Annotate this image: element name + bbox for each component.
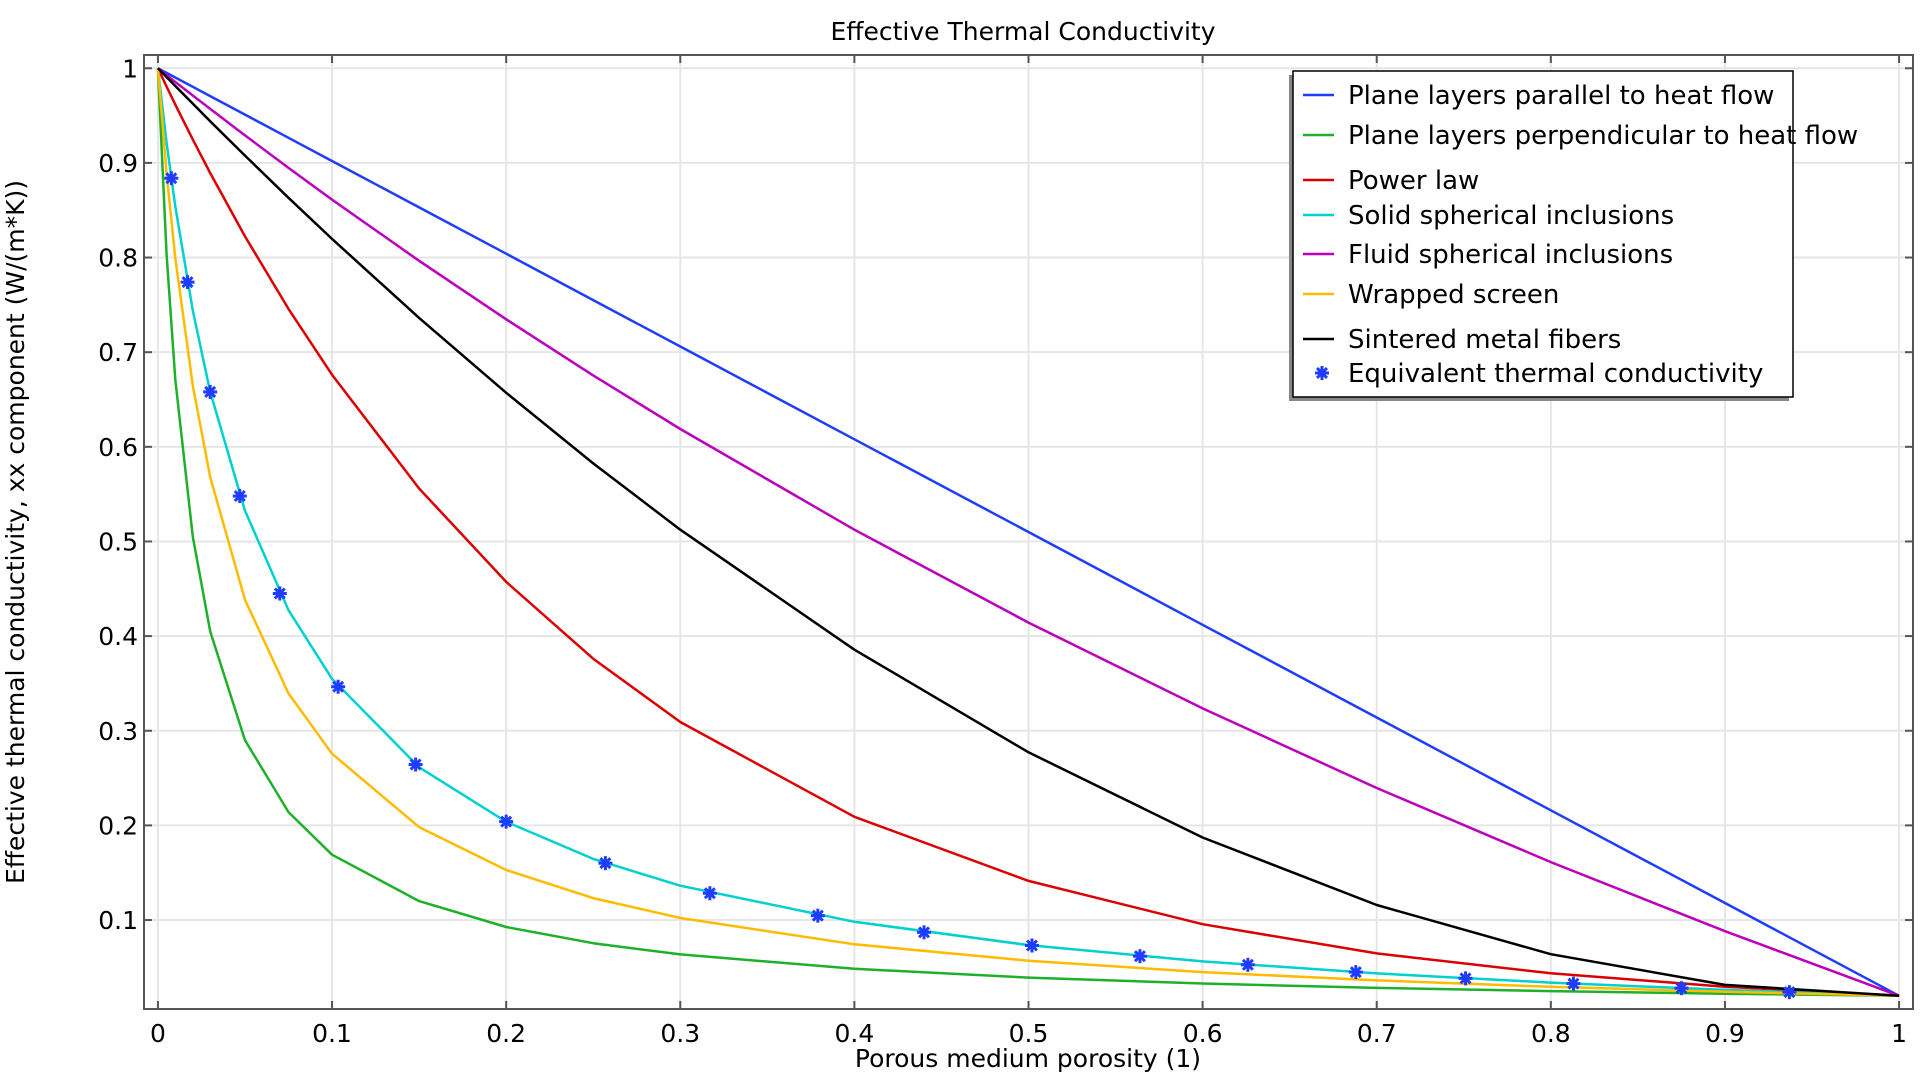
data-marker — [1132, 949, 1147, 964]
x-tick-label: 0.4 — [835, 1019, 875, 1048]
y-tick-label: 0.6 — [98, 433, 138, 462]
legend-label-1: Plane layers perpendicular to heat flow — [1348, 121, 1858, 151]
data-marker — [499, 814, 514, 829]
series-line-4 — [157, 67, 1900, 997]
y-tick-label: 0.3 — [98, 717, 138, 746]
marker-stroke — [409, 758, 422, 771]
y-tick-label: 0.4 — [98, 622, 138, 651]
data-marker — [1674, 981, 1689, 996]
marker-stroke — [204, 385, 217, 398]
marker-stroke — [1783, 986, 1796, 999]
series-line-5 — [156, 68, 1900, 998]
marker-stroke — [1349, 966, 1362, 979]
legend-label-markers: Equivalent thermal conductivity — [1348, 359, 1763, 389]
data-marker — [1348, 965, 1363, 980]
y-tick-label: 0.1 — [98, 906, 138, 935]
data-marker — [1458, 971, 1473, 986]
x-tick-label: 0.3 — [660, 1019, 700, 1048]
y-tick-label: 0.8 — [98, 244, 138, 273]
y-tick-label: 0.5 — [98, 527, 138, 556]
legend-box — [1292, 70, 1794, 398]
y-axis-label: Effective thermal conductivity, xx compo… — [1, 180, 30, 884]
data-marker — [598, 856, 613, 871]
x-tick-label: 0.5 — [1009, 1019, 1049, 1048]
series-line-6 — [157, 67, 1900, 998]
marker-stroke — [1567, 977, 1580, 990]
data-marker — [1782, 985, 1797, 1000]
legend-marker-icon — [1315, 366, 1329, 380]
marker-stroke — [1241, 958, 1254, 971]
legend-label-3: Solid spherical inclusions — [1348, 201, 1674, 231]
legend-label-4: Fluid spherical inclusions — [1348, 240, 1673, 270]
data-marker — [272, 586, 287, 601]
marker-stroke — [1675, 982, 1688, 995]
data-marker — [917, 925, 932, 940]
marker-stroke — [1133, 950, 1146, 963]
grid — [144, 55, 1913, 1009]
x-tick-label: 0.1 — [312, 1019, 352, 1048]
x-axis-label: Porous medium porosity (1) — [855, 1044, 1201, 1073]
series-line-2 — [156, 67, 1900, 998]
legend-label-0: Plane layers parallel to heat flow — [1348, 81, 1774, 111]
data-marker — [1566, 976, 1581, 991]
legend-label-2: Power law — [1348, 166, 1479, 196]
data-marker — [702, 886, 717, 901]
marker-stroke — [918, 926, 931, 939]
marker-stroke — [332, 680, 345, 693]
markers-group — [164, 171, 1797, 1000]
y-tick-label: 0.9 — [98, 149, 138, 178]
x-tick-label: 1 — [1891, 1019, 1907, 1048]
marker-stroke — [1315, 366, 1329, 380]
marker-stroke — [1459, 972, 1472, 985]
x-tick-label: 0.8 — [1531, 1019, 1571, 1048]
x-tick-label: 0.7 — [1357, 1019, 1397, 1048]
data-marker — [180, 275, 195, 290]
data-marker — [164, 171, 179, 186]
y-tick-label: 1 — [122, 54, 138, 83]
y-tick-label: 0.7 — [98, 338, 138, 367]
x-tick-label: 0.6 — [1183, 1019, 1223, 1048]
x-tick-label: 0.9 — [1705, 1019, 1745, 1048]
marker-stroke — [273, 587, 286, 600]
ticks: 0 0.1 0.2 0.3 0.4 0.5 0.6 0.7 0.8 0.9 1 0.1 0.2 0.3 0.… — [98, 54, 1913, 1048]
data-marker — [1240, 957, 1255, 972]
series-line-0 — [157, 67, 1900, 997]
data-marker — [331, 679, 346, 694]
legend-label-6: Sintered metal fibers — [1348, 325, 1621, 355]
marker-stroke — [181, 276, 194, 289]
data-marker — [810, 908, 825, 923]
marker-stroke — [1025, 939, 1038, 952]
x-tick-label: 0.2 — [486, 1019, 526, 1048]
data-marker — [203, 384, 218, 399]
series-line-1 — [156, 68, 1900, 998]
x-tick-label: 0 — [150, 1019, 166, 1048]
y-tick-label: 0.2 — [98, 811, 138, 840]
marker-stroke — [165, 172, 178, 185]
marker-stroke — [811, 909, 824, 922]
marker-stroke — [703, 887, 716, 900]
data-marker — [408, 757, 423, 772]
marker-stroke — [233, 490, 246, 503]
marker-stroke — [500, 815, 513, 828]
chart-title: Effective Thermal Conductivity — [830, 17, 1215, 46]
data-marker — [232, 489, 247, 504]
legend: Plane layers parallel to heat flow Plane … — [1289, 70, 1858, 401]
legend-label-5: Wrapped screen — [1348, 280, 1559, 310]
data-marker — [1024, 938, 1039, 953]
marker-stroke — [599, 857, 612, 870]
